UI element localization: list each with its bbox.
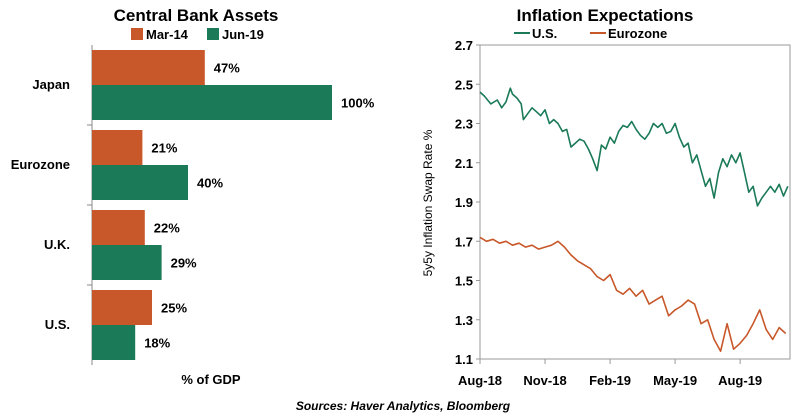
bar-mark [92,325,136,360]
bar-legend-label-mar14: Mar-14 [146,27,189,42]
bar-value-label: 21% [151,141,177,156]
series-line-eurozone [479,236,787,353]
bar-x-axis-label: % of GDP [181,372,241,387]
bar-legend-swatch-mar14 [131,28,143,40]
y-tick-label: 1.1 [455,352,473,367]
y-tick-label: 1.9 [455,195,473,210]
y-tick-label: 2.7 [455,38,473,53]
line-plot-area: 1.1 1.3 1.5 1.7 1.9 2.1 2.3 2.5 2.7 Aug-18 Nov-18 F… [455,38,791,388]
bar-legend-label-jun19: Jun-19 [222,27,264,42]
bar-legend-swatch-jun19 [207,28,219,40]
y-tick-label: 2.5 [455,77,473,92]
bar-value-label: 22% [154,221,180,236]
bar-category-label: Japan [32,77,70,92]
line-legend-label-us: U.S. [532,26,557,41]
bar-chart-title: Central Bank Assets [114,6,279,25]
bar-category-label: U.K. [44,237,70,252]
x-tick-label: Feb-19 [589,373,631,388]
bar-category-label: U.S. [45,317,70,332]
line-legend: U.S. Eurozone [514,26,667,41]
line-legend-label-eurozone: Eurozone [608,26,667,41]
bar-plot-area: Japan 47% 100% Eurozone 21% 40% U.K. 22% 29% U.S.… [11,45,375,365]
bar-value-label: 100% [341,96,375,111]
x-tick-label: Aug-18 [458,373,502,388]
y-tick-label: 1.3 [455,313,473,328]
y-tick-label: 2.3 [455,117,473,132]
x-tick-label: Aug-19 [718,373,762,388]
bar-value-label: 47% [214,61,240,76]
bar-mark [92,165,188,200]
bar-legend: Mar-14 Jun-19 [131,27,264,42]
bar-value-label: 18% [144,336,170,351]
bar-mark [92,50,205,85]
y-tick-label: 2.1 [455,156,473,171]
line-y-axis-label: 5y5y Inflation Swap Rate % [421,129,435,276]
bar-mark [92,130,143,165]
series-line-us [479,87,789,207]
bar-value-label: 29% [171,256,197,271]
y-tick-label: 1.5 [455,274,473,289]
y-tick-label: 1.7 [455,234,473,249]
bar-mark [92,210,145,245]
line-chart-title: Inflation Expectations [517,6,694,25]
bar-mark [92,85,332,120]
bar-mark [92,290,152,325]
line-plot-frame [479,44,791,360]
x-tick-label: May-19 [653,373,697,388]
source-note: Sources: Haver Analytics, Bloomberg [296,399,511,413]
bar-category-label: Eurozone [11,157,70,172]
bar-mark [92,245,162,280]
bar-value-label: 25% [161,301,187,316]
bar-value-label: 40% [197,176,223,191]
x-tick-label: Nov-18 [523,373,566,388]
